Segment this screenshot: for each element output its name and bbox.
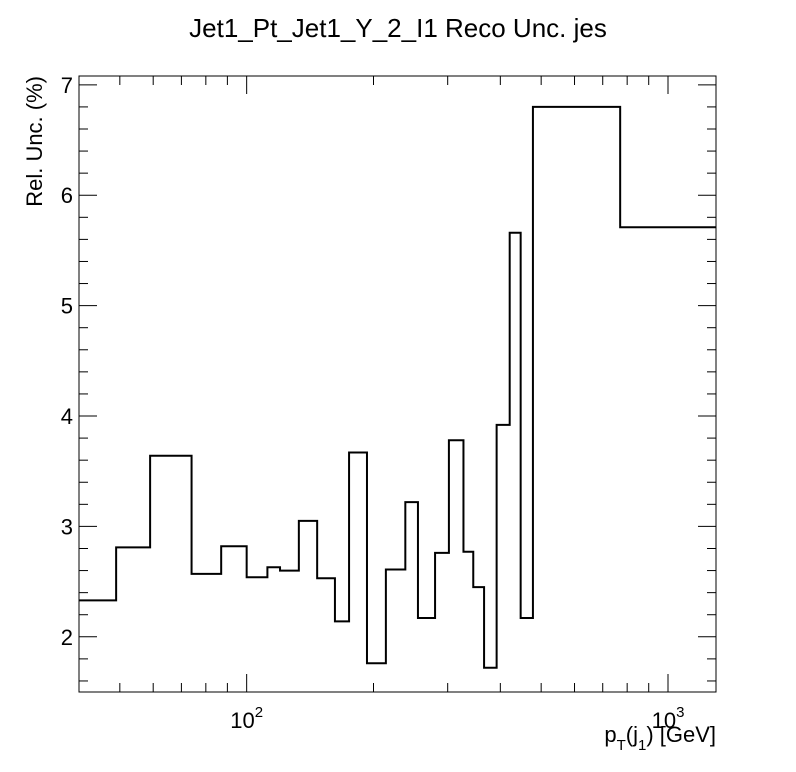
x-axis-label-subscript-t: T	[617, 737, 626, 754]
histogram-bin	[510, 233, 521, 692]
y-tick-label: 6	[61, 183, 73, 208]
x-tick-label-exponent: 3	[676, 704, 684, 721]
x-axis-label: pT(j1) [GeV]	[604, 722, 716, 754]
y-tick-label: 2	[61, 625, 73, 650]
histogram-bin	[79, 600, 116, 692]
y-axis-label: Rel. Unc. (%)	[22, 76, 47, 207]
plot-frame	[78, 75, 717, 693]
y-axis-ticks	[79, 84, 716, 682]
histogram-bin	[386, 569, 405, 692]
histogram-bin	[620, 227, 668, 692]
plot-area-border	[78, 75, 717, 693]
histogram-bin	[116, 547, 150, 692]
histogram-bin	[473, 587, 484, 692]
x-tick-label: 102	[230, 704, 263, 733]
y-tick-label: 7	[61, 73, 73, 98]
histogram-bin	[497, 425, 510, 692]
histogram-bin	[349, 452, 367, 692]
x-axis-label-subscript-1: 1	[638, 737, 646, 754]
histogram-bin	[192, 574, 222, 692]
histogram-bin	[317, 578, 335, 692]
histogram-bin	[247, 577, 268, 692]
histogram-bin	[221, 546, 246, 692]
histogram-bin	[150, 456, 191, 692]
histogram-bin	[533, 107, 547, 692]
x-axis-label-p: p	[604, 722, 616, 747]
histogram-bin	[299, 521, 317, 692]
histogram-bin	[484, 668, 497, 692]
histogram-bin	[521, 618, 533, 692]
chart-title: Jet1_Pt_Jet1_Y_2_I1 Reco Unc. jes	[189, 13, 607, 43]
y-axis-tick-labels: 2 3 4 5 6 7	[61, 73, 73, 650]
y-tick-label: 3	[61, 514, 73, 539]
histogram-bin	[449, 440, 464, 692]
histogram-bin	[418, 618, 435, 692]
x-axis-tick-labels: 102 103	[230, 704, 684, 733]
x-tick-label-base: 10	[652, 708, 676, 733]
histogram-bin	[559, 107, 569, 692]
x-axis-label-open: (j	[626, 722, 638, 747]
histogram-step-line	[79, 105, 716, 669]
histogram-bin	[335, 621, 349, 692]
x-tick-label-base: 10	[230, 708, 254, 733]
histogram-bin	[547, 107, 559, 692]
x-axis-label-close: ) [GeV]	[646, 722, 716, 747]
histogram-bin	[668, 227, 716, 692]
histogram-bin	[280, 571, 299, 692]
histogram-bin	[463, 552, 473, 692]
histogram-bin	[267, 567, 280, 692]
histogram-bin	[405, 502, 418, 692]
histogram-bin	[569, 107, 620, 692]
x-tick-label-exponent: 2	[255, 704, 263, 721]
histogram-bin	[435, 553, 449, 692]
y-tick-label: 5	[61, 294, 73, 319]
x-axis-ticks	[78, 76, 669, 692]
x-tick-label: 103	[652, 704, 685, 733]
histogram-bin	[367, 663, 386, 692]
y-tick-label: 4	[61, 404, 73, 429]
